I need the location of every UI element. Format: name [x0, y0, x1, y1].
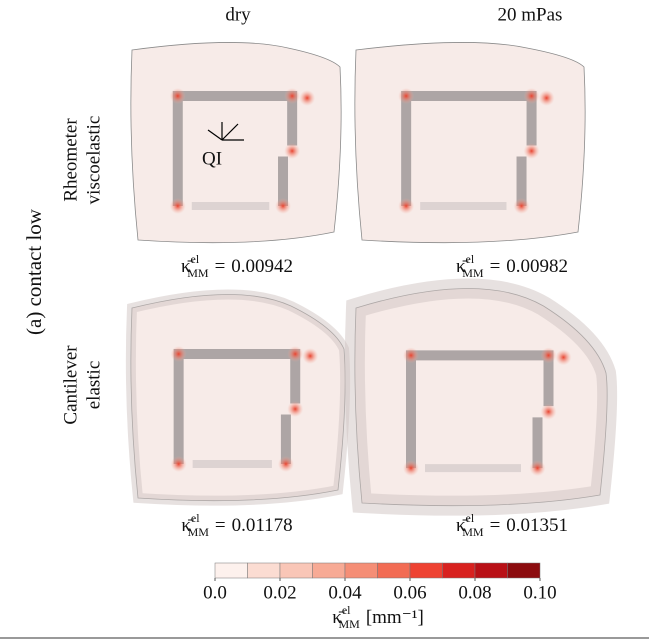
hotspot: [524, 88, 540, 104]
colorbar-tick-label: 0.02: [263, 582, 296, 603]
hotspot: [541, 404, 557, 420]
hotspot: [403, 460, 419, 476]
column-header: dry: [225, 4, 251, 25]
unit: [mm⁻¹]: [366, 607, 424, 628]
colorbar-segment: [475, 563, 508, 578]
colorbar-tick-label: 0.0: [203, 582, 227, 603]
kappa-sub: MM: [338, 617, 360, 631]
panel: [355, 42, 585, 242]
kappa-equals: =: [490, 256, 501, 277]
colorbar-segment: [313, 563, 346, 578]
panel: [131, 294, 345, 500]
hotspot: [284, 143, 300, 159]
colorbar-tick-label: 0.06: [393, 582, 426, 603]
hotspot: [541, 347, 557, 363]
colorbar-tick-label: 0.08: [458, 582, 491, 603]
hotspot: [539, 90, 555, 106]
hotspot: [514, 198, 530, 214]
hotspot: [284, 88, 300, 104]
hotspot: [171, 456, 187, 472]
kappa-sup: el: [466, 252, 475, 266]
membrane: [355, 42, 585, 242]
hotspot: [556, 349, 572, 365]
kappa-value: 0.00942: [231, 256, 293, 277]
kappa-equals: =: [215, 256, 226, 277]
hotspot: [275, 198, 291, 214]
group-label: (a) contact low: [22, 208, 46, 335]
annotation: QI: [202, 148, 222, 169]
hotspot: [170, 198, 186, 214]
membrane: [131, 42, 341, 242]
kappa-sub: MM: [188, 525, 210, 539]
kappa-value: 0.01178: [232, 515, 293, 536]
colorbar-segment: [248, 563, 281, 578]
kappa-sup: el: [466, 511, 475, 525]
column-header: 20 mPas: [498, 4, 563, 25]
kappa-sup: el: [342, 603, 351, 617]
panel: [131, 42, 341, 242]
row-label: Cantilever: [60, 345, 81, 425]
panel: [355, 288, 607, 505]
hotspot: [403, 347, 419, 363]
kappa-sub: MM: [187, 266, 209, 280]
hotspot: [170, 88, 186, 104]
colorbar-tick-label: 0.04: [328, 582, 362, 603]
row-label: elastic: [83, 361, 104, 410]
row-label: viscoelastic: [83, 116, 104, 205]
hotspot: [171, 346, 187, 362]
hotspot: [299, 90, 315, 106]
kappa-sub: MM: [462, 266, 484, 280]
kappa-sup: el: [191, 252, 200, 266]
membrane: [131, 294, 345, 500]
hotspot: [287, 401, 303, 417]
kappa-sup: el: [191, 511, 200, 525]
colorbar-segment: [215, 563, 248, 578]
colorbar-segment: [378, 563, 411, 578]
colorbar-tick-label: 0.10: [523, 582, 556, 603]
hotspot: [398, 198, 414, 214]
hotspot: [302, 348, 318, 364]
hotspot: [278, 456, 294, 472]
colorbar-segment: [508, 563, 541, 578]
colorbar-segment: [280, 563, 313, 578]
colorbar-segment: [443, 563, 476, 578]
row-label: Rheometer: [60, 118, 81, 202]
kappa-equals: =: [490, 515, 501, 536]
hotspot: [398, 88, 414, 104]
kappa-value: 0.01351: [506, 515, 568, 536]
hotspot: [524, 143, 540, 159]
colorbar-segment: [345, 563, 378, 578]
kappa-sub: MM: [462, 525, 484, 539]
figure: dry 20 mPas (a) contact low Rheometervis…: [0, 0, 649, 644]
kappa-value: 0.00982: [506, 256, 568, 277]
hotspot: [530, 460, 546, 476]
colorbar-segment: [410, 563, 443, 578]
hotspot: [287, 346, 303, 362]
kappa-equals: =: [215, 515, 226, 536]
